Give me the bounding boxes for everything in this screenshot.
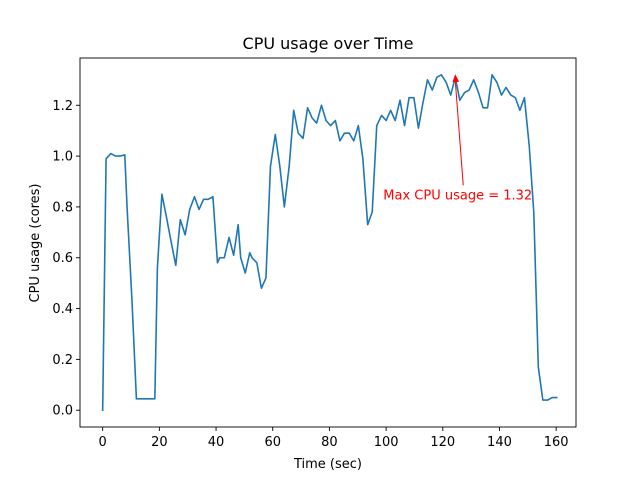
chart-title: CPU usage over Time (243, 34, 414, 53)
x-tick-label: 20 (151, 435, 168, 450)
x-tick-label: 80 (321, 435, 338, 450)
x-axis-ticks: 0 20 40 60 80 100 120 140 160 (99, 427, 569, 450)
x-tick-label: 60 (264, 435, 281, 450)
x-tick-label: 160 (544, 435, 569, 450)
y-tick-label: 0.4 (52, 302, 73, 317)
axes-frame (79, 57, 577, 428)
annotation-arrow-head (452, 74, 460, 83)
y-axis-title: CPU usage (cores) (28, 184, 43, 303)
x-tick-label: 0 (99, 435, 107, 450)
y-tick-label: 0.6 (52, 251, 73, 266)
y-tick-label: 1.0 (52, 150, 73, 165)
x-tick-label: 140 (487, 435, 512, 450)
annotation-arrow-shaft (454, 80, 464, 186)
x-tick-label: 120 (430, 435, 455, 450)
plot-area (101, 73, 558, 412)
max-annotation: Max CPU usage = 1.32 (383, 74, 532, 203)
y-axis-ticks: 0.0 0.2 0.4 0.6 0.8 1.0 1.2 (52, 99, 80, 419)
y-tick-label: 1.2 (52, 99, 73, 114)
y-tick-label: 0.2 (52, 353, 73, 368)
annotation-label: Max CPU usage = 1.32 (383, 188, 532, 203)
y-tick-label: 0.0 (52, 404, 73, 419)
x-tick-label: 40 (208, 435, 225, 450)
x-axis-title: Time (sec) (293, 457, 362, 472)
x-tick-label: 100 (374, 435, 399, 450)
cpu-usage-series-line (101, 73, 558, 412)
y-tick-label: 0.8 (52, 200, 73, 215)
